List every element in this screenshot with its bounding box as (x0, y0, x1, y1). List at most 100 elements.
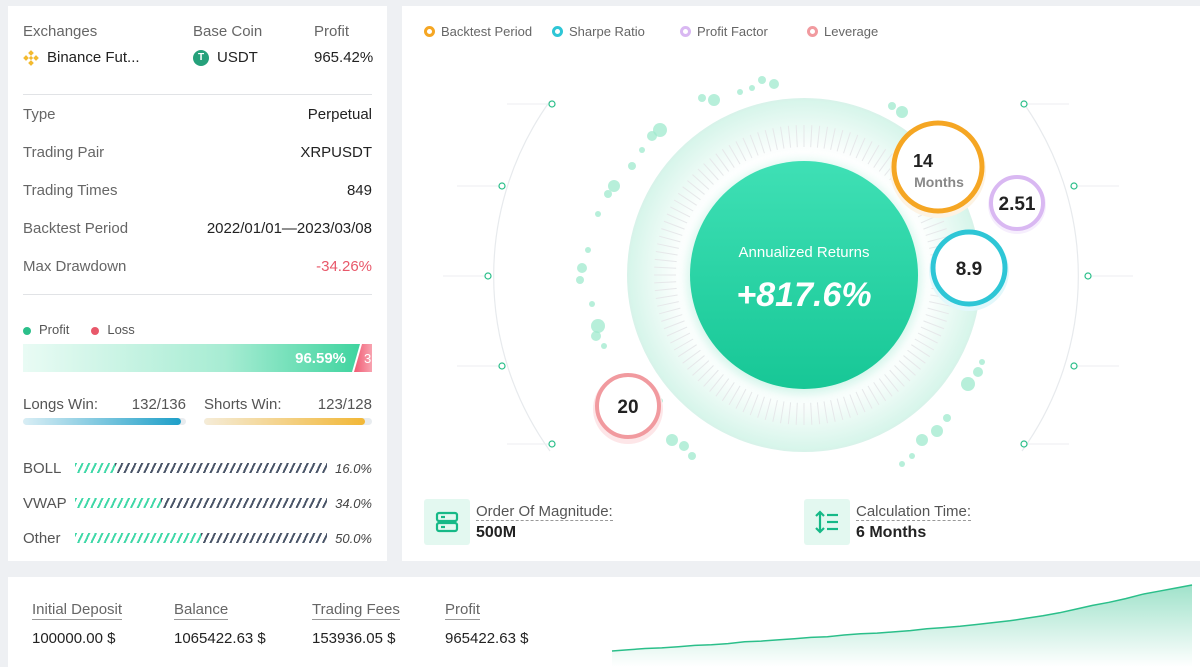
indicator-pct: 16.0% (335, 460, 372, 476)
magnitude-label: Order Of Magnitude: (476, 502, 613, 521)
equity-curve-chart (611, 584, 1193, 667)
bubble-ring (989, 175, 1045, 231)
legend-leverage[interactable]: Leverage (807, 24, 878, 39)
spoke (898, 360, 916, 376)
legend-profit-factor[interactable]: Profit Factor (680, 24, 768, 39)
spoke (673, 199, 694, 212)
spoke (849, 394, 859, 416)
spoke (795, 402, 798, 425)
spoke (884, 374, 899, 392)
tether-icon: T (193, 49, 209, 66)
ring-icon (552, 26, 563, 37)
decor-dot (666, 434, 678, 446)
annualized-value: +817.6% (736, 276, 871, 314)
calc-time-value: 6 Months (856, 523, 927, 541)
backtest-unit: Months (914, 174, 964, 190)
spoke (929, 301, 951, 307)
spoke (658, 307, 681, 315)
binance-icon (23, 49, 39, 66)
decor-dot (888, 102, 896, 110)
decor-dot (698, 94, 706, 102)
indicator-pct: 50.0% (335, 530, 372, 546)
sort-height-icon (804, 499, 850, 545)
spoke (735, 388, 747, 409)
divider (23, 294, 372, 295)
spoke (757, 132, 765, 154)
legend-backtest-period[interactable]: Backtest Period (424, 24, 532, 39)
sharpe-value: 8.9 (956, 259, 982, 280)
profit-factor-value: 2.51 (999, 194, 1036, 215)
arc-node (548, 440, 556, 448)
balance: Balance 1065422.63 $ (174, 601, 266, 647)
decor-dot (639, 147, 645, 153)
decor-dot (708, 94, 720, 106)
equity-curve-line (611, 584, 1193, 652)
indicator-pct: 34.0% (335, 495, 372, 511)
decor-dot (595, 211, 601, 217)
longs-win-value: 132/136 (131, 396, 186, 413)
decor-dot (916, 434, 928, 446)
decor-dot (679, 441, 689, 451)
indicator-bar-fill (75, 533, 201, 543)
calculation-time: Calculation Time: 6 Months (804, 499, 972, 545)
legend-sharpe-ratio[interactable]: Sharpe Ratio (552, 24, 645, 39)
decor-dot (973, 367, 983, 377)
detail-row-max-drawdown: Max Drawdown -34.26% (23, 258, 372, 275)
base-coin-name: USDT (217, 49, 258, 66)
indicator-name: Other (23, 529, 61, 547)
decor-dot (591, 319, 605, 333)
equity-curve-area (612, 585, 1192, 667)
spoke (742, 391, 753, 413)
spoke (749, 134, 759, 156)
shorts-win-label: Shorts Win: (204, 396, 282, 413)
detail-value: 2022/01/01—2023/03/08 (206, 220, 372, 237)
detail-label: Type (23, 106, 56, 123)
decor-dot (576, 276, 584, 284)
spoke (923, 220, 945, 230)
spoke (861, 388, 873, 409)
profit-loss-bar: 96.59% 3.41% (23, 344, 372, 372)
spoke (867, 385, 880, 406)
returns-visualization: Annualized Returns +817.6% 14 Months 2.5… (443, 76, 1133, 467)
spoke (911, 344, 931, 358)
arc-node (484, 272, 492, 280)
spoke (907, 349, 926, 364)
spoke (721, 148, 735, 168)
ring-icon (680, 26, 691, 37)
profit-header: Profit (314, 23, 350, 40)
detail-value: XRPUSDT (300, 144, 372, 161)
decor-dot (896, 106, 908, 118)
spoke (687, 355, 705, 370)
spoke (715, 378, 730, 397)
spoke (816, 402, 821, 425)
spoke (661, 228, 683, 236)
sharpe-ratio-bubble: 8.9 (929, 229, 1009, 311)
spoke (917, 332, 938, 344)
base-coin-header: Base Coin (193, 23, 263, 40)
detail-value: Perpetual (307, 106, 372, 123)
spoke (780, 126, 785, 149)
leverage-value: 20 (617, 397, 638, 418)
database-icon (424, 499, 470, 545)
spoke (823, 401, 828, 424)
ring-icon (807, 26, 818, 37)
spoke (682, 349, 701, 364)
initial-deposit: Initial Deposit 100000.00 $ (32, 601, 123, 647)
balance-label: Balance (174, 601, 229, 620)
decor-dot (737, 89, 743, 95)
spoke (849, 134, 859, 156)
decor-dot (591, 331, 601, 341)
spoke (721, 382, 735, 402)
bubble-ring (930, 229, 1008, 307)
bubble-ring (595, 373, 661, 439)
spoke (873, 148, 887, 168)
arc-node (1084, 272, 1092, 280)
spoke (666, 213, 688, 224)
spoke (663, 220, 685, 230)
spoke (861, 141, 873, 162)
detail-label: Backtest Period (23, 220, 129, 237)
decor-dot (688, 452, 696, 460)
decor-dot (585, 247, 591, 253)
spoke (867, 144, 880, 165)
arc-node (1070, 362, 1078, 370)
